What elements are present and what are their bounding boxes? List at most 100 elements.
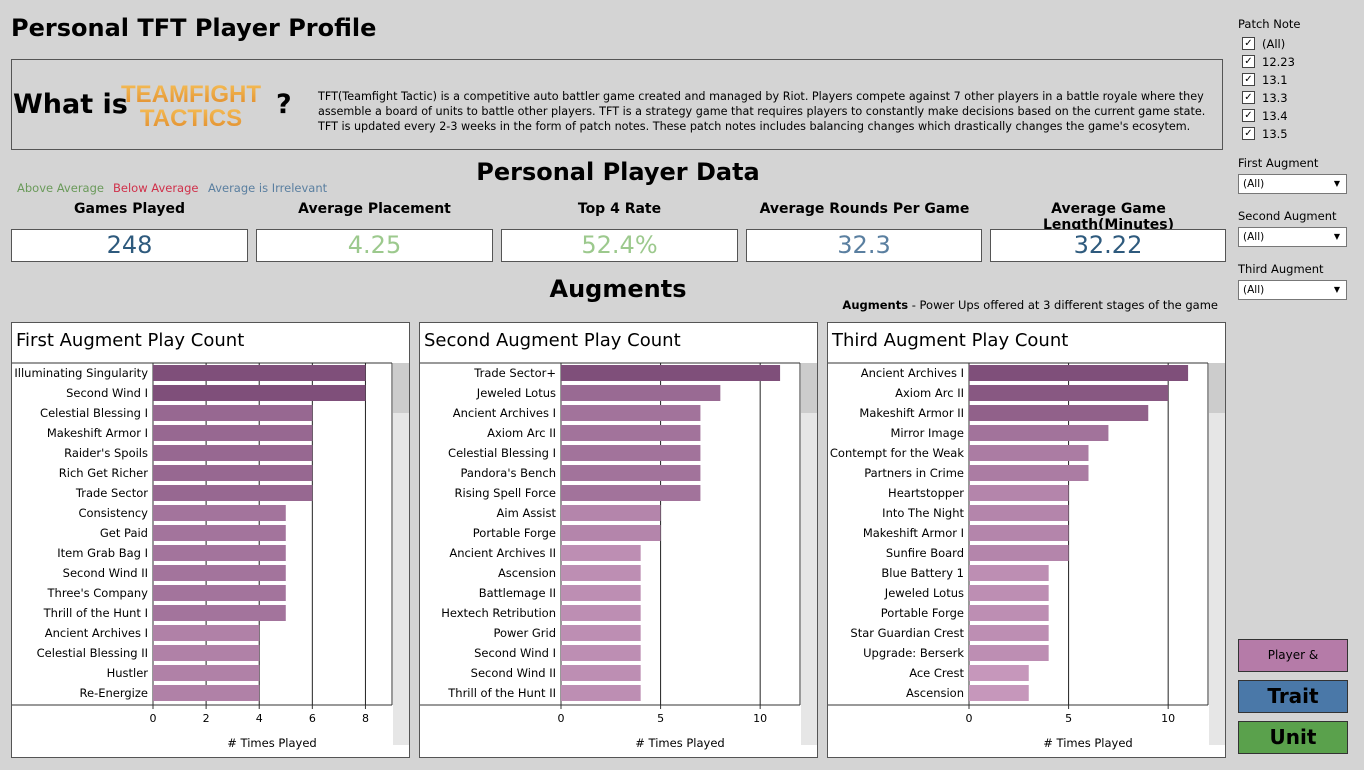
dropdown-arrow-icon[interactable]: ▼ <box>1333 232 1340 241</box>
trait-button[interactable]: Trait <box>1238 680 1348 713</box>
bar[interactable] <box>561 445 701 461</box>
patch-option-all[interactable]: ✓ (All) <box>1242 35 1285 52</box>
bar[interactable] <box>561 485 701 501</box>
category-label: Thrill of the Hunt I <box>43 606 148 620</box>
bar[interactable] <box>969 685 1029 701</box>
bar[interactable] <box>153 665 260 681</box>
x-tick-label: 5 <box>657 712 664 725</box>
bar[interactable] <box>969 525 1069 541</box>
category-label: Trade Sector+ <box>473 366 556 380</box>
category-label: Heartstopper <box>888 486 964 500</box>
bar[interactable] <box>969 665 1029 681</box>
category-label: Aim Assist <box>497 506 557 520</box>
checkbox-checked-icon[interactable]: ✓ <box>1242 37 1255 50</box>
patch-option-13-5[interactable]: ✓ 13.5 <box>1242 125 1288 142</box>
bar[interactable] <box>969 365 1189 381</box>
checkbox-checked-icon[interactable]: ✓ <box>1242 109 1255 122</box>
patch-option-12-23[interactable]: ✓ 12.23 <box>1242 53 1295 70</box>
bar[interactable] <box>969 625 1049 641</box>
category-label: Second Wind I <box>66 386 148 400</box>
checkbox-checked-icon[interactable]: ✓ <box>1242 127 1255 140</box>
bar[interactable] <box>969 645 1049 661</box>
bar[interactable] <box>153 385 366 401</box>
tft-logo: TEAMFIGHT TACTICS <box>121 81 261 130</box>
legend-above-average: Above Average <box>17 181 104 195</box>
kpi-label-average-placement: Average Placement <box>298 201 451 217</box>
bar[interactable] <box>153 465 313 481</box>
player-data-title: Personal Player Data <box>476 158 760 186</box>
bar[interactable] <box>153 645 260 661</box>
bar[interactable] <box>969 385 1169 401</box>
bar[interactable] <box>969 465 1089 481</box>
patch-option-13-4[interactable]: ✓ 13.4 <box>1242 107 1288 124</box>
bar[interactable] <box>153 565 286 581</box>
bar[interactable] <box>561 625 641 641</box>
x-tick-label: 10 <box>753 712 767 725</box>
bar[interactable] <box>561 565 641 581</box>
bar[interactable] <box>969 405 1149 421</box>
third-augment-select[interactable]: (All) ▼ <box>1238 280 1347 300</box>
bar[interactable] <box>561 385 721 401</box>
category-label: Axiom Arc II <box>895 386 964 400</box>
bar[interactable] <box>969 605 1049 621</box>
bar[interactable] <box>561 365 781 381</box>
first-augment-select[interactable]: (All) ▼ <box>1238 174 1347 194</box>
scrollbar-track[interactable] <box>393 363 409 745</box>
bar[interactable] <box>969 485 1069 501</box>
second-augment-select[interactable]: (All) ▼ <box>1238 227 1347 247</box>
scrollbar-thumb[interactable] <box>393 363 409 413</box>
augments-note-bold: Augments <box>842 298 909 312</box>
bar[interactable] <box>153 685 260 701</box>
bar[interactable] <box>561 665 641 681</box>
bar[interactable] <box>153 605 286 621</box>
scrollbar-track[interactable] <box>1209 363 1225 745</box>
patch-option-13-3[interactable]: ✓ 13.3 <box>1242 89 1288 106</box>
bar[interactable] <box>153 505 286 521</box>
bar[interactable] <box>561 545 641 561</box>
bar[interactable] <box>969 585 1049 601</box>
patch-note-label: Patch Note <box>1238 17 1301 31</box>
bar[interactable] <box>969 565 1049 581</box>
bar[interactable] <box>561 525 661 541</box>
bar[interactable] <box>153 525 286 541</box>
bar[interactable] <box>153 485 313 501</box>
patch-option-13-1[interactable]: ✓ 13.1 <box>1242 71 1288 88</box>
checkbox-checked-icon[interactable]: ✓ <box>1242 73 1255 86</box>
bar[interactable] <box>561 585 641 601</box>
bar[interactable] <box>969 445 1089 461</box>
bar[interactable] <box>561 425 701 441</box>
category-label: Get Paid <box>100 526 148 540</box>
checkbox-checked-icon[interactable]: ✓ <box>1242 55 1255 68</box>
bar[interactable] <box>561 505 661 521</box>
bar[interactable] <box>969 545 1069 561</box>
checkbox-checked-icon[interactable]: ✓ <box>1242 91 1255 104</box>
kpi-label-rounds-per-game: Average Rounds Per Game <box>759 201 970 217</box>
bar[interactable] <box>969 425 1109 441</box>
bar[interactable] <box>153 545 286 561</box>
bar[interactable] <box>153 405 313 421</box>
bar[interactable] <box>153 445 313 461</box>
patch-option-label: 12.23 <box>1262 54 1295 69</box>
bar[interactable] <box>969 505 1069 521</box>
bar[interactable] <box>561 605 641 621</box>
player-augment-button[interactable]: Player & Augment <box>1238 639 1348 693</box>
bar[interactable] <box>561 645 641 661</box>
bar[interactable] <box>153 625 260 641</box>
bar[interactable] <box>153 585 286 601</box>
bar[interactable] <box>561 465 701 481</box>
bar[interactable] <box>561 685 641 701</box>
bar[interactable] <box>153 425 313 441</box>
dropdown-arrow-icon[interactable]: ▼ <box>1333 285 1340 294</box>
bar[interactable] <box>153 365 366 381</box>
dropdown-arrow-icon[interactable]: ▼ <box>1333 179 1340 188</box>
x-axis-label: # Times Played <box>1043 736 1132 750</box>
category-label: Ancient Archives I <box>453 406 556 420</box>
category-label: Upgrade: Berserk <box>863 646 964 660</box>
scrollbar-thumb[interactable] <box>801 363 817 413</box>
unit-button[interactable]: Unit <box>1238 721 1348 754</box>
scrollbar-track[interactable] <box>801 363 817 745</box>
bar[interactable] <box>561 405 701 421</box>
scrollbar-thumb[interactable] <box>1209 363 1225 413</box>
patch-option-label: (All) <box>1262 36 1286 51</box>
category-label: Second Wind II <box>471 666 556 680</box>
